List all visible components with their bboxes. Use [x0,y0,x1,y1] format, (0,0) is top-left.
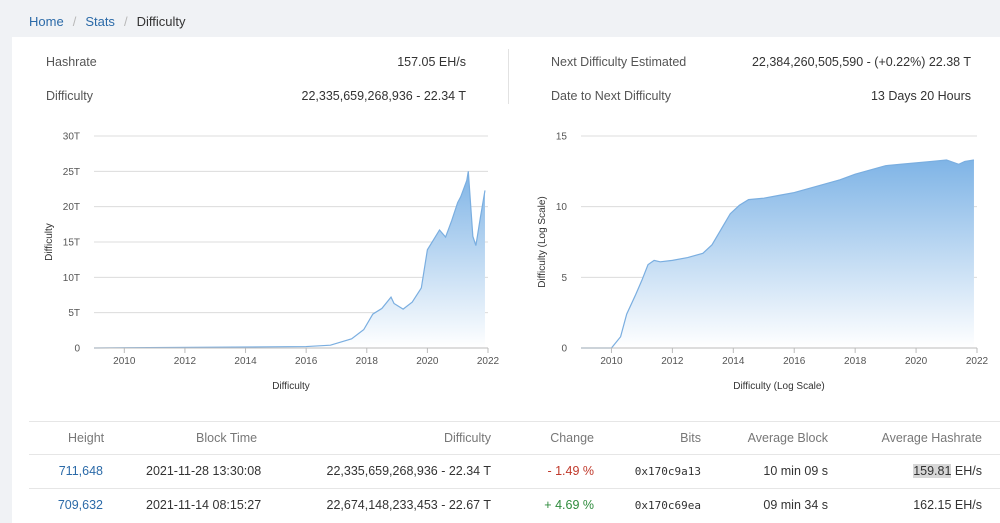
row-height-link[interactable]: 711,648 [58,464,103,478]
next-difficulty-label: Next Difficulty Estimated [551,55,687,69]
col-header-change: Change [550,431,594,445]
row-block-time: 2021-11-14 08:15:27 [146,498,262,512]
stats-divider [508,49,509,104]
row-change: + 4.69 % [544,498,594,512]
breadcrumb: Home / Stats / Difficulty [0,0,1000,40]
y-tick-label: 5 [561,273,567,284]
difficulty-chart: 0 5T 10T 15T 20T 25T 30T 2010 2012 2014 2016 2018 20… [44,132,500,393]
breadcrumb-stats-link[interactable]: Stats [85,14,115,29]
y-tick-label: 10T [63,273,80,284]
x-tick-label: 2010 [113,356,136,367]
row-bits: 0x170c69ea [634,499,701,512]
x-tick-label: 2014 [234,356,257,367]
x-tick-label: 2010 [600,356,623,367]
col-header-average-block: Average Block [747,431,828,445]
data-line [93,171,486,349]
hashrate-label: Hashrate [46,55,97,69]
x-tick-label: 2022 [966,356,989,367]
hashrate-value: 157.05 EH/s [397,55,466,69]
row-average-hashrate: 162.15 EH/s [913,498,982,512]
y-tick-label: 0 [74,344,80,355]
difficulty-label: Difficulty [46,89,94,103]
x-tick-label: 2016 [295,356,318,367]
table-top-border [29,421,1000,422]
breadcrumb-home-link[interactable]: Home [29,14,64,29]
date-next-difficulty-value: 13 Days 20 Hours [870,89,971,103]
x-tick-label: 2022 [477,356,500,367]
x-tick-label: 2016 [783,356,806,367]
x-tick-label: 2014 [722,356,745,367]
x-tick-label: 2018 [356,356,379,367]
x-axis-title: Difficulty [272,381,310,392]
col-header-bits: Bits [680,431,701,445]
y-tick-label: 5T [68,308,80,319]
hashrate-highlight: 159.81 [913,464,952,478]
row-block-time: 2021-11-28 13:30:08 [146,464,262,478]
x-tick-label: 2020 [416,356,439,367]
x-tick-label: 2020 [905,356,928,367]
breadcrumb-separator: / [72,14,77,29]
col-header-difficulty: Difficulty [443,431,491,445]
y-tick-label: 10 [556,202,568,213]
row-bits: 0x170c9a13 [634,465,701,478]
x-axis-title: Difficulty (Log Scale) [733,381,825,392]
next-difficulty-value: 22,384,260,505,590 - (+0.22%) 22.38 T [751,55,971,69]
x-tick-label: 2012 [174,356,197,367]
breadcrumb-current: Difficulty [136,14,186,29]
y-tick-label: 25T [63,167,80,178]
row-change: - 1.49 % [547,464,594,478]
difficulty-log-chart: 0 5 10 15 2010 2012 2014 2016 2018 2020 2022 Diffic… [537,132,989,393]
breadcrumb-separator: / [123,14,128,29]
row-average-block: 09 min 34 s [763,498,828,512]
table-header-border [29,454,1000,455]
data-area [94,171,485,348]
hashrate-unit: EH/s [951,464,982,478]
col-header-average-hashrate: Average Hashrate [881,431,982,445]
row-difficulty: 22,335,659,268,936 - 22.34 T [326,464,492,478]
data-area [581,160,974,348]
date-next-difficulty-label: Date to Next Difficulty [551,89,671,103]
row-average-block: 10 min 09 s [763,464,828,478]
data-line [581,159,975,349]
row-average-hashrate: 159.81 EH/s [913,464,982,478]
y-tick-label: 20T [63,202,80,213]
x-tick-label: 2012 [661,356,684,367]
y-tick-label: 15T [63,238,80,249]
row-difficulty: 22,674,148,233,453 - 22.67 T [326,498,492,512]
y-tick-label: 15 [556,132,568,143]
y-axis-title: Difficulty (Log Scale) [537,196,548,288]
row-height-link[interactable]: 709,632 [57,498,103,512]
col-header-block-time: Block Time [196,431,258,445]
y-axis-title: Difficulty [44,223,55,261]
table-row-border [29,488,1000,489]
x-tick-label: 2018 [844,356,867,367]
y-tick-label: 0 [561,344,567,355]
y-tick-label: 30T [63,132,80,143]
col-header-height: Height [68,431,105,445]
difficulty-value: 22,335,659,268,936 - 22.34 T [301,89,467,103]
